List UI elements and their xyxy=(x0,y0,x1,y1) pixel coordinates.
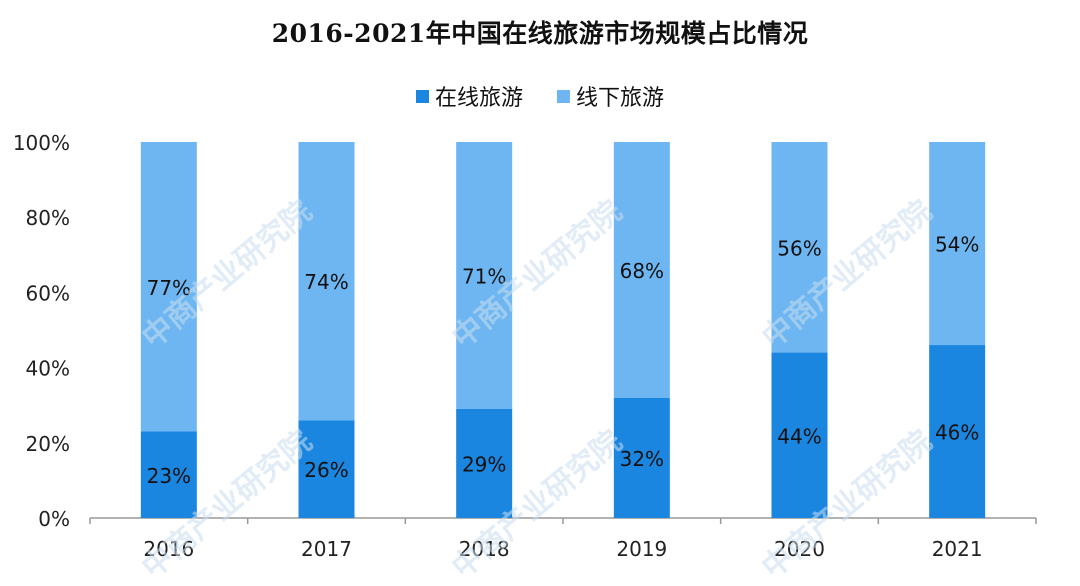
x-tick-label: 2019 xyxy=(616,537,667,561)
bar-offline xyxy=(456,142,513,409)
data-label: 23% xyxy=(147,464,191,488)
chart-title: 2016-2021年中国在线旅游市场规模占比情况 xyxy=(271,19,809,48)
bar-online xyxy=(771,352,828,518)
data-label: 71% xyxy=(462,264,506,288)
x-tick-label: 2016 xyxy=(143,537,194,561)
data-label: 32% xyxy=(620,447,664,471)
chart-root: 2016-2021年中国在线旅游市场规模占比情况 在线旅游 线下旅游 0% 20%… xyxy=(0,19,1080,586)
legend-swatch-offline xyxy=(557,89,570,103)
x-tick-label: 2021 xyxy=(932,537,983,561)
x-tick-label: 2018 xyxy=(459,537,510,561)
bar-online xyxy=(613,397,670,518)
data-label: 44% xyxy=(777,424,821,448)
data-label: 74% xyxy=(304,270,348,294)
legend: 在线旅游 线下旅游 xyxy=(0,80,1080,112)
bar-offline xyxy=(771,142,828,353)
data-label: 54% xyxy=(935,233,979,257)
y-tick-label: 60% xyxy=(26,281,70,305)
legend-item-offline: 线下旅游 xyxy=(557,80,664,112)
bar-offline xyxy=(298,142,355,421)
data-label: 46% xyxy=(935,421,979,445)
bar-offline xyxy=(613,142,670,398)
legend-label-offline: 线下旅游 xyxy=(576,86,665,111)
plot-area: 0% 20% 40% 60% 80% 100% 23% 77% 2016 26% 74% 2017 29… xyxy=(13,131,1037,561)
y-tick-label: 40% xyxy=(26,357,70,381)
data-label: 77% xyxy=(147,276,191,300)
data-label: 26% xyxy=(304,458,348,482)
x-tick-label: 2020 xyxy=(774,537,825,561)
data-label: 68% xyxy=(620,259,664,283)
data-label: 29% xyxy=(462,452,506,476)
data-label: 56% xyxy=(777,236,821,260)
bar-online xyxy=(456,408,513,518)
y-tick-label: 20% xyxy=(26,432,70,456)
bar-online xyxy=(298,420,355,518)
legend-swatch-online xyxy=(415,89,429,103)
legend-label-online: 在线旅游 xyxy=(434,86,523,111)
legend-item-online: 在线旅游 xyxy=(415,80,523,112)
bar-online xyxy=(140,431,197,518)
y-tick-label: 0% xyxy=(38,507,70,531)
x-tick-label: 2017 xyxy=(301,537,352,561)
bar-online xyxy=(929,345,986,518)
y-tick-label: 100% xyxy=(13,131,70,155)
bar-offline xyxy=(140,142,197,432)
y-tick-label: 80% xyxy=(26,206,70,230)
bar-offline xyxy=(929,142,986,346)
